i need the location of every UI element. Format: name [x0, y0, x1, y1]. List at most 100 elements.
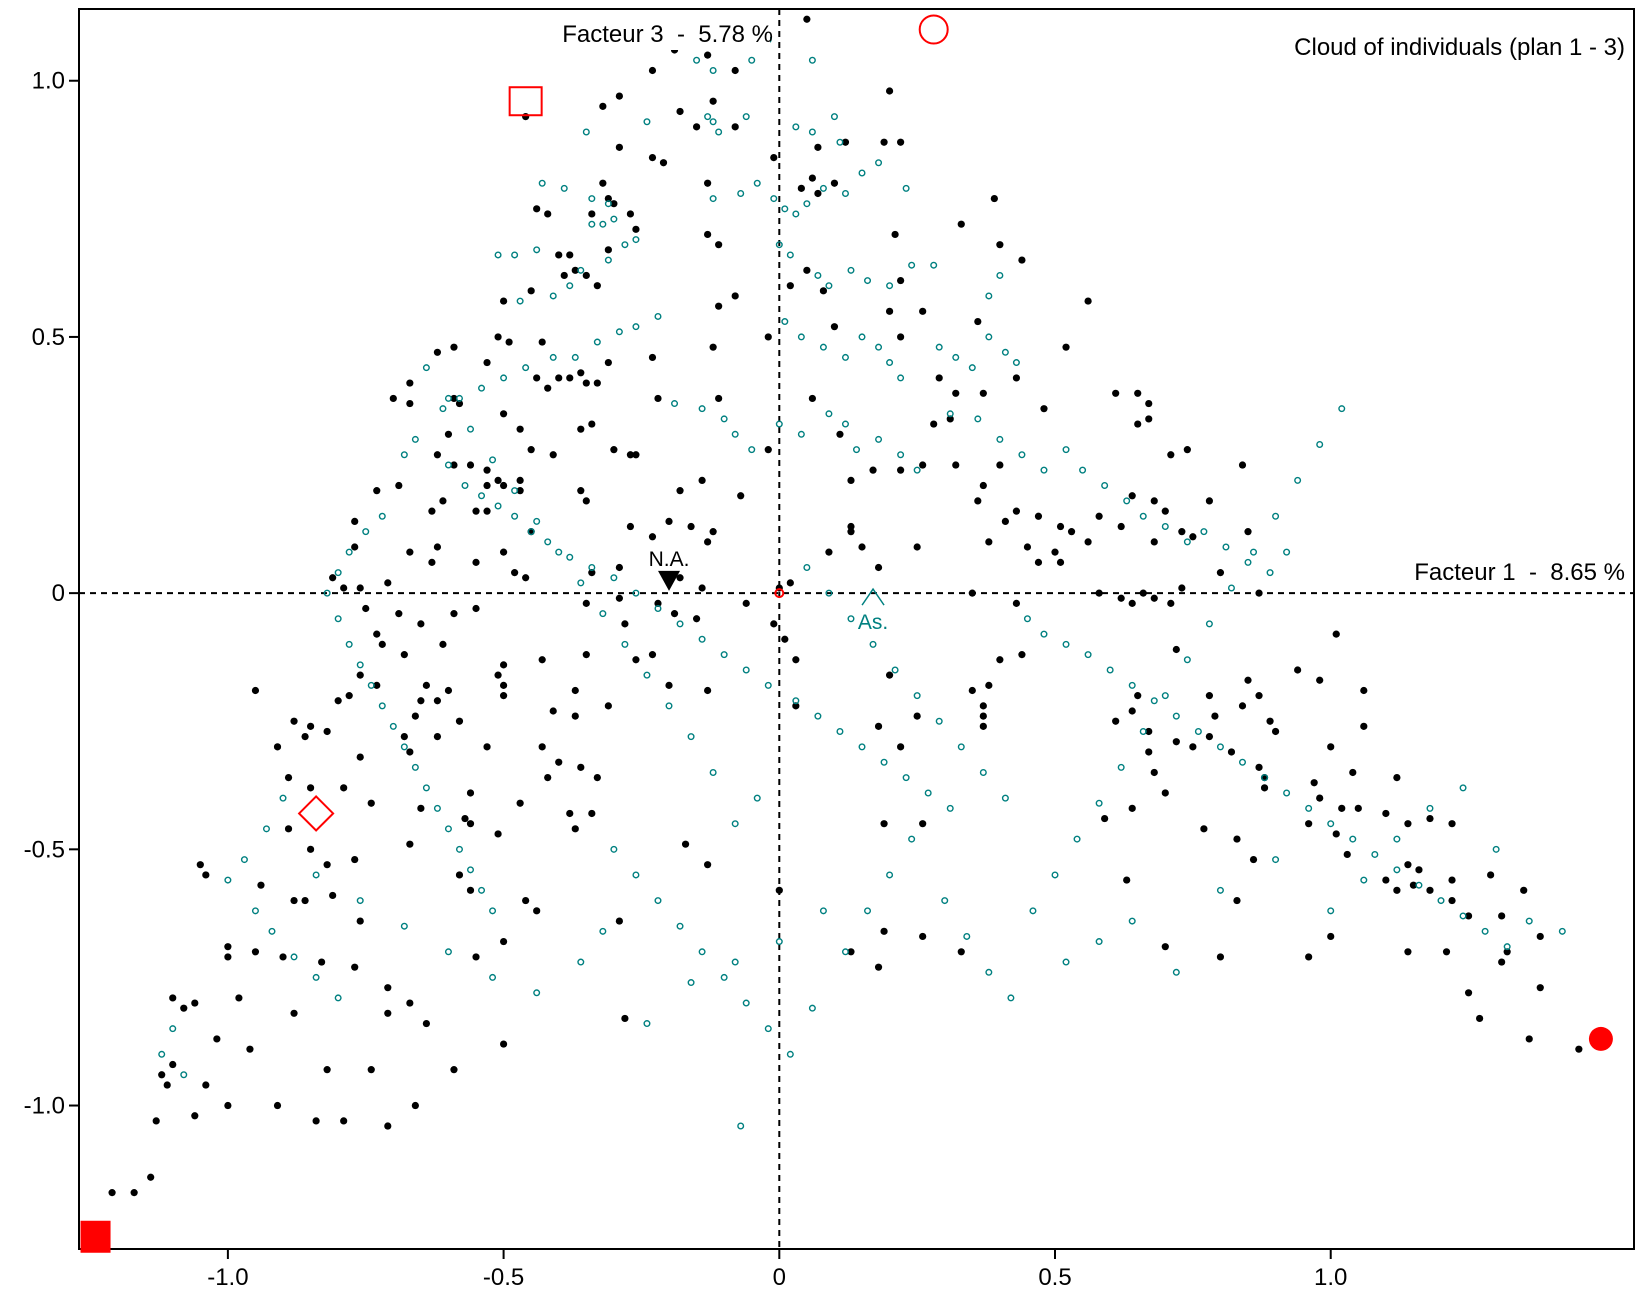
- data-point-black: [704, 686, 712, 695]
- data-point-teal: [720, 651, 728, 659]
- data-point-teal: [1360, 876, 1368, 884]
- data-point-black: [422, 681, 430, 689]
- data-point-teal: [858, 169, 866, 177]
- data-point-teal: [599, 220, 607, 228]
- data-point-teal: [1172, 712, 1180, 720]
- y-axis-label: Facteur 3 - 5.78 %: [562, 21, 773, 48]
- data-point-black: [891, 230, 899, 239]
- data-point-teal: [593, 338, 601, 346]
- data-point-black: [1001, 517, 1009, 525]
- data-point-black: [1034, 512, 1043, 520]
- data-point-teal: [1062, 958, 1070, 966]
- data-point-teal: [676, 620, 684, 628]
- data-point-black: [1134, 389, 1142, 397]
- data-point-teal: [709, 118, 717, 126]
- data-point-black: [301, 896, 309, 905]
- data-point-teal: [621, 640, 629, 648]
- data-point-black: [1227, 748, 1236, 756]
- data-point-black: [163, 1081, 171, 1089]
- data-point-teal: [478, 492, 486, 500]
- data-point-black: [373, 487, 381, 495]
- data-point-black: [1487, 871, 1495, 879]
- data-point-black: [1360, 686, 1368, 695]
- data-point-teal: [902, 184, 910, 192]
- data-point-black: [169, 1060, 177, 1069]
- data-point-black: [974, 497, 982, 505]
- y-tick-label: -1.0: [24, 1093, 65, 1120]
- data-point-teal: [753, 179, 761, 187]
- data-point-teal: [775, 241, 783, 249]
- data-point-teal: [1183, 656, 1191, 664]
- data-point-teal: [610, 215, 618, 223]
- data-point-teal: [1040, 466, 1048, 474]
- data-point-black: [395, 481, 403, 490]
- data-point-teal: [985, 292, 993, 300]
- data-point-teal: [709, 66, 717, 74]
- data-point-black: [577, 487, 585, 495]
- data-point-teal: [1316, 441, 1324, 449]
- data-point-black: [577, 763, 585, 771]
- data-point-black: [1409, 881, 1418, 889]
- data-point-black: [1233, 835, 1241, 843]
- data-point-teal: [731, 820, 739, 828]
- data-point-black: [577, 369, 585, 377]
- data-point-black: [417, 620, 425, 628]
- data-point-black: [306, 845, 315, 853]
- data-point-black: [499, 297, 508, 305]
- data-point-black: [1238, 461, 1247, 469]
- data-point-black: [1255, 692, 1263, 700]
- data-point-black: [731, 66, 739, 75]
- data-point-black: [803, 266, 811, 274]
- data-point-teal: [511, 512, 519, 520]
- data-point-black: [483, 481, 491, 490]
- data-point-black: [1012, 507, 1021, 515]
- data-point-black: [1426, 886, 1434, 894]
- data-point-black: [1128, 804, 1136, 812]
- data-point-black: [152, 1117, 160, 1125]
- data-point-teal: [511, 251, 519, 259]
- data-point-teal: [1194, 727, 1202, 735]
- data-point-black: [632, 656, 640, 664]
- data-point-black: [538, 743, 546, 751]
- data-point-teal: [841, 353, 849, 361]
- data-point-black: [1128, 707, 1136, 715]
- data-point-black: [284, 825, 293, 833]
- data-point-black: [406, 840, 414, 848]
- data-point-black: [1150, 594, 1158, 602]
- data-point-black: [880, 927, 888, 935]
- x-label-bg: [1350, 555, 1630, 585]
- data-point-black: [1018, 256, 1026, 264]
- data-point-black: [472, 953, 480, 961]
- data-point-teal: [444, 948, 452, 956]
- data-point-teal: [1062, 640, 1070, 648]
- data-point-black: [251, 686, 260, 695]
- data-point-black: [930, 420, 938, 428]
- data-point-black: [196, 861, 204, 869]
- data-point-teal: [367, 681, 375, 689]
- data-point-black: [483, 743, 491, 751]
- data-point-black: [499, 692, 508, 700]
- data-point-black: [1216, 569, 1225, 577]
- data-point-black: [202, 871, 210, 879]
- data-point-black: [329, 574, 337, 582]
- data-point-black: [786, 579, 794, 587]
- data-point-black: [499, 481, 508, 490]
- data-point-black: [979, 712, 987, 720]
- data-point-teal: [847, 266, 855, 274]
- data-point-black: [466, 886, 475, 894]
- data-point-black: [499, 937, 508, 946]
- data-point-black: [1404, 820, 1412, 828]
- data-point-black: [494, 333, 502, 341]
- data-point-black: [1200, 825, 1208, 833]
- data-point-black: [604, 702, 612, 710]
- data-point-teal: [604, 256, 612, 264]
- data-point-teal: [312, 871, 320, 879]
- data-point-black: [472, 604, 480, 613]
- data-point-black: [692, 123, 701, 131]
- data-point-teal: [841, 420, 849, 428]
- data-point-black: [808, 394, 816, 403]
- data-point-teal: [698, 948, 706, 956]
- data-point-black: [654, 394, 662, 403]
- data-point-teal: [869, 640, 877, 648]
- data-point-black: [764, 333, 772, 341]
